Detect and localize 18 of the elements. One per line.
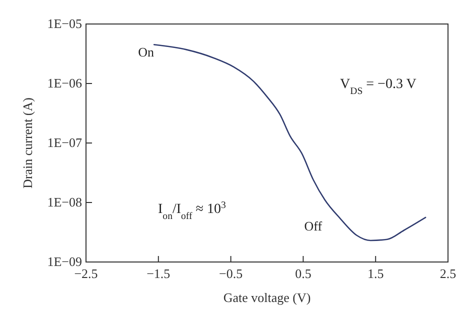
x-tick-label: −2.5	[74, 266, 98, 281]
y-tick-label: 1E−07	[47, 135, 82, 150]
y-tick-label: 1E−08	[47, 194, 82, 210]
annotation: I$_{on}$/I$_{off}$ ≈ 10$^{3}$	[158, 200, 226, 222]
y-tick-label: 1E−09	[47, 254, 82, 269]
x-tick-label: 0.5	[295, 266, 312, 281]
x-tick-label: 1.5	[367, 266, 384, 281]
annotation: V$_{DS}$ = −0.3 V	[340, 77, 416, 96]
y-tick-label: 1E−05	[47, 16, 82, 31]
annotation: Off	[304, 218, 323, 234]
x-tick-label: −0.5	[219, 266, 243, 281]
annotation: On	[138, 44, 155, 60]
x-tick-label: −1.5	[146, 266, 170, 281]
line-series	[153, 44, 426, 242]
x-tick-label: 2.5	[440, 266, 456, 281]
y-tick-label: 1E−06	[47, 76, 82, 90]
x-axis-title: Gate voltage (V)	[223, 290, 311, 305]
y-axis-title: Drain current (A)	[20, 98, 35, 188]
